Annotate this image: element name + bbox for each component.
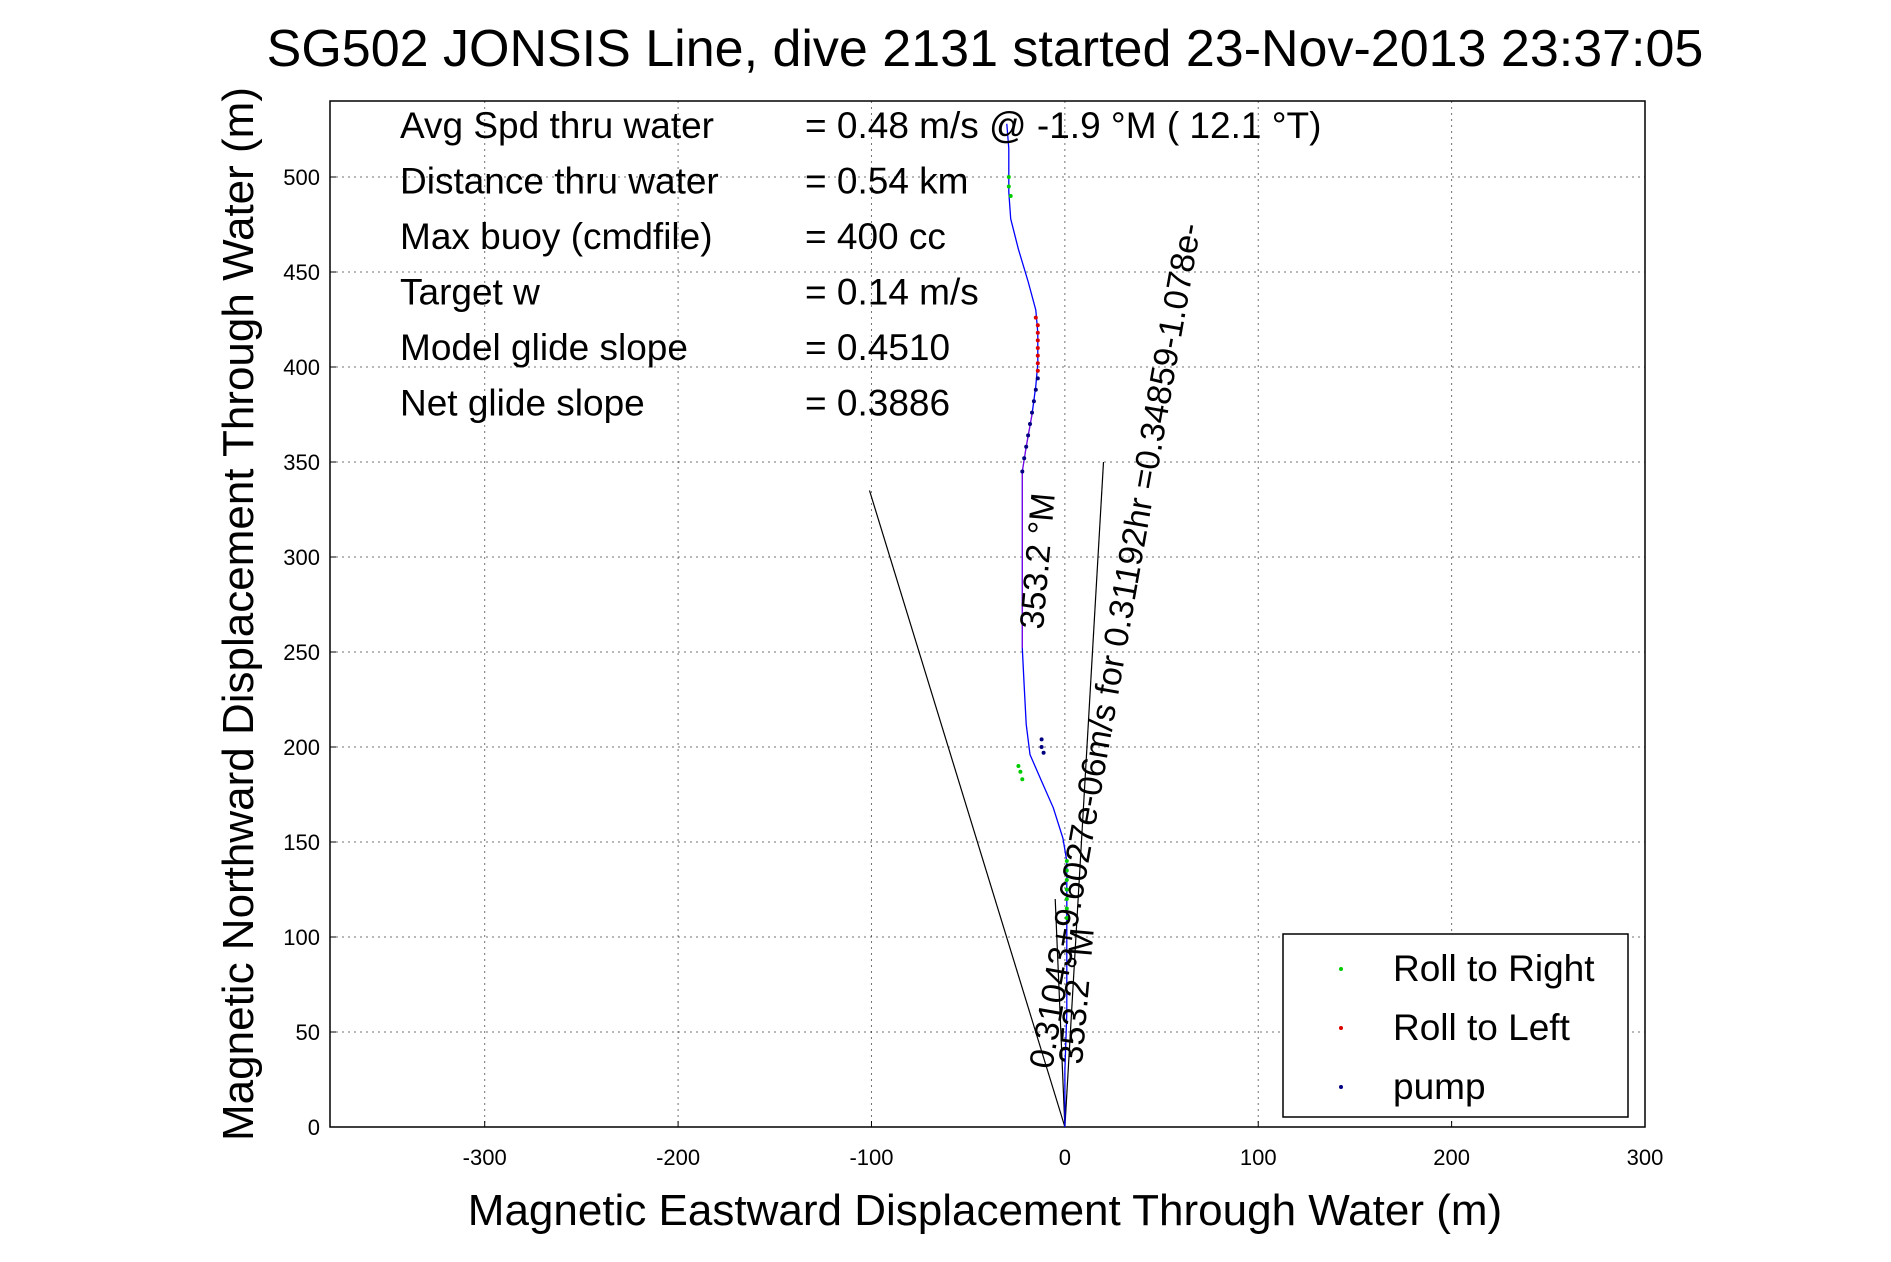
y-axis-label: Magnetic Northward Displacement Through … — [214, 87, 263, 1141]
grid — [330, 101, 1646, 1128]
point-roll-to-right — [1008, 194, 1013, 198]
x-tick-label: -300 — [463, 1145, 507, 1170]
stat-label: Max buoy (cmdfile) — [400, 216, 713, 257]
y-tick-label: 350 — [283, 450, 320, 475]
point-pump — [1033, 387, 1038, 392]
point-roll-to-left — [1035, 346, 1040, 350]
point-roll-to-left — [1033, 315, 1038, 320]
plot-frame — [329, 100, 1646, 1128]
y-tick-label: 150 — [283, 830, 320, 855]
point-roll-to-right — [1020, 777, 1025, 782]
x-tick-label: 0 — [1059, 1145, 1071, 1170]
point-roll-to-left — [1035, 323, 1040, 328]
x-tick-label: 200 — [1433, 1145, 1470, 1170]
legend-label-pump: pump — [1393, 1066, 1486, 1107]
y-tick-label: 300 — [283, 545, 320, 570]
point-roll-to-right — [1064, 878, 1069, 882]
stat-label: Model glide slope — [400, 327, 688, 368]
legend-marker-pump — [1339, 1085, 1343, 1089]
wedge-line — [1054, 898, 1066, 1128]
point-roll-to-left — [1035, 353, 1040, 358]
data-points — [1006, 175, 1069, 920]
y-tick-label: 50 — [296, 1020, 320, 1045]
point-roll-to-right — [1064, 916, 1069, 920]
y-tick-label: 450 — [283, 260, 320, 285]
point-roll-to-right — [1064, 897, 1069, 901]
y-tick-label: 100 — [283, 925, 320, 950]
y-tick-label: 400 — [283, 355, 320, 380]
x-tick-label: 300 — [1627, 1145, 1664, 1170]
legend: Roll to Right Roll to Left pump — [1282, 933, 1629, 1118]
x-axis-label: Magnetic Eastward Displacement Through W… — [468, 1186, 1502, 1235]
point-roll-to-right — [1064, 868, 1069, 873]
point-roll-to-right — [1016, 764, 1021, 768]
stat-value: = 0.3886 — [805, 383, 950, 424]
stats-block: Avg Spd thru water = 0.48 m/s @ -1.9 °M (… — [400, 105, 1321, 424]
annotation-heading-1: 353.2 °M — [1013, 491, 1063, 630]
y-tick-label: 200 — [283, 735, 320, 760]
point-roll-to-right — [1064, 887, 1069, 892]
point-roll-to-left — [1035, 368, 1040, 373]
legend-label-roll-left: Roll to Left — [1393, 1007, 1571, 1048]
stat-value: = 400 cc — [805, 216, 946, 257]
wedge-line — [1064, 461, 1105, 1128]
chart-title: SG502 JONSIS Line, dive 2131 started 23-… — [267, 20, 1704, 78]
x-tick-label: 100 — [1240, 1145, 1277, 1170]
annotation-speed: 0.31043+9.6027e-06m/s for 0.31192hr =0.3… — [1022, 220, 1208, 1071]
point-roll-to-right — [1006, 184, 1011, 189]
stat-value: = 0.14 m/s — [805, 272, 979, 313]
heading-wedge — [868, 461, 1105, 1128]
x-tick-label: -200 — [656, 1145, 700, 1170]
point-pump — [1031, 399, 1036, 404]
point-pump — [1022, 456, 1027, 461]
legend-marker-roll-right — [1339, 967, 1343, 971]
stat-value: = 0.54 km — [805, 161, 969, 202]
y-tick-label: 250 — [283, 640, 320, 665]
point-pump — [1026, 433, 1031, 438]
y-tick-label: 500 — [283, 165, 320, 190]
stat-label: Distance thru water — [400, 161, 719, 202]
point-roll-to-right — [1064, 859, 1069, 863]
wedge-line — [868, 490, 1066, 1128]
point-roll-to-right — [1018, 769, 1023, 774]
point-roll-to-left — [1035, 361, 1040, 366]
point-roll-to-left — [1035, 338, 1040, 343]
point-pump — [1028, 422, 1032, 426]
legend-label-roll-right: Roll to Right — [1393, 948, 1595, 989]
point-pump — [1041, 750, 1046, 755]
stat-label: Avg Spd thru water — [400, 105, 714, 146]
point-roll-to-right — [1064, 906, 1069, 911]
tick-labels: -300 -200 -100 0 100 200 300 0 50 100 150 200 250 300… — [283, 165, 1663, 1170]
point-pump — [1035, 376, 1040, 381]
point-pump — [1039, 745, 1044, 749]
x-tick-label: -100 — [849, 1145, 893, 1170]
point-roll-to-left — [1035, 330, 1040, 335]
point-pump — [1039, 737, 1044, 742]
y-tick-label: 0 — [308, 1115, 320, 1140]
legend-marker-roll-left — [1339, 1026, 1343, 1030]
point-pump — [1024, 444, 1029, 449]
point-pump — [1020, 469, 1025, 474]
point-pump — [1030, 410, 1034, 415]
point-roll-to-right — [1006, 175, 1011, 179]
stat-value: = 0.48 m/s @ -1.9 °M ( 12.1 °T) — [805, 105, 1321, 146]
stat-label: Net glide slope — [400, 383, 645, 424]
stat-label: Target w — [400, 272, 540, 313]
stat-value: = 0.4510 — [805, 327, 950, 368]
